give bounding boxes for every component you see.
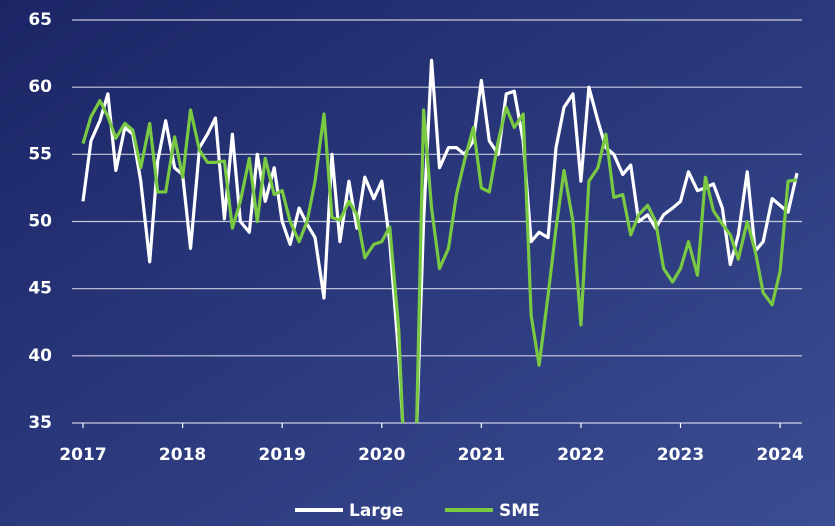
series-group: [81, 58, 799, 423]
y-tick-label: 60: [28, 77, 52, 97]
legend-label: Large: [349, 501, 403, 521]
y-tick-label: 35: [28, 413, 52, 433]
y-tick-label: 40: [28, 346, 52, 366]
x-tick-label: 2018: [159, 445, 206, 465]
x-tick-label: 2024: [756, 445, 803, 465]
legend-label: SME: [499, 501, 540, 521]
x-tick-label: 2017: [59, 445, 106, 465]
y-tick-label: 45: [28, 279, 52, 299]
x-tick-label: 2021: [458, 445, 505, 465]
x-tick-label: 2023: [657, 445, 704, 465]
x-tick-label: 2020: [358, 445, 405, 465]
x-tick-label: 2022: [557, 445, 604, 465]
y-tick-label: 65: [28, 10, 52, 30]
y-tick-label: 50: [28, 212, 52, 232]
line: [81, 99, 798, 423]
line: [81, 58, 799, 423]
series-group: [81, 99, 798, 423]
y-tick-label: 55: [28, 144, 52, 164]
x-tick-label: 2019: [259, 445, 306, 465]
